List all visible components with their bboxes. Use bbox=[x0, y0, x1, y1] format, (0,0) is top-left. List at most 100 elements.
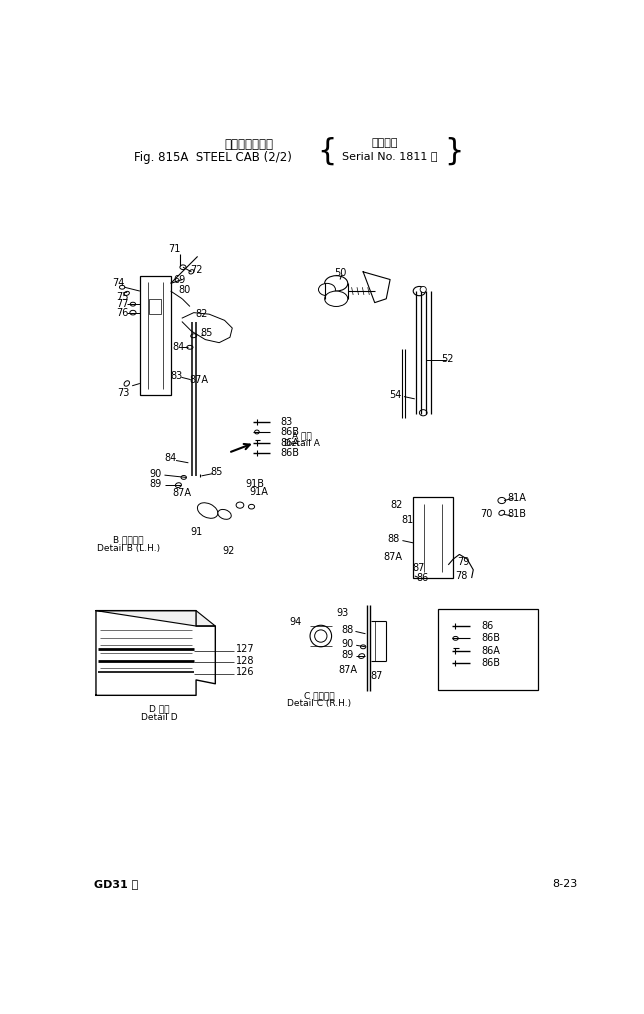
Ellipse shape bbox=[325, 276, 348, 291]
Ellipse shape bbox=[130, 302, 136, 306]
Text: 86B: 86B bbox=[280, 448, 299, 457]
Ellipse shape bbox=[249, 504, 254, 509]
Text: 87: 87 bbox=[370, 671, 383, 681]
Text: B 詳細　左: B 詳細 左 bbox=[113, 535, 144, 545]
Text: 126: 126 bbox=[236, 667, 254, 677]
Text: A 詳細: A 詳細 bbox=[292, 431, 312, 440]
Text: 69: 69 bbox=[174, 275, 186, 285]
Ellipse shape bbox=[254, 430, 259, 434]
Text: 88: 88 bbox=[341, 625, 353, 635]
Text: 87A: 87A bbox=[383, 552, 402, 562]
Text: 86B: 86B bbox=[481, 658, 500, 668]
Text: 127: 127 bbox=[236, 644, 255, 654]
Ellipse shape bbox=[413, 287, 426, 296]
Ellipse shape bbox=[319, 283, 336, 296]
Text: 90: 90 bbox=[149, 468, 162, 479]
Ellipse shape bbox=[420, 287, 426, 293]
Bar bbox=[413, 498, 453, 578]
Text: 85: 85 bbox=[211, 467, 223, 477]
Text: 85: 85 bbox=[201, 329, 213, 339]
Ellipse shape bbox=[419, 410, 427, 416]
Text: 86B: 86B bbox=[481, 634, 500, 643]
Text: 52: 52 bbox=[442, 354, 454, 364]
Text: 84: 84 bbox=[172, 343, 184, 352]
Text: 75: 75 bbox=[116, 292, 128, 302]
Text: 87A: 87A bbox=[339, 665, 358, 675]
Text: 91B: 91B bbox=[246, 479, 265, 489]
Text: 80: 80 bbox=[178, 285, 191, 294]
Text: {: { bbox=[317, 137, 336, 165]
Text: Detail B (L.H.): Detail B (L.H.) bbox=[97, 544, 160, 553]
Text: 78: 78 bbox=[455, 571, 467, 581]
Text: 83: 83 bbox=[171, 371, 183, 381]
Ellipse shape bbox=[218, 509, 231, 519]
Bar bbox=[149, 299, 162, 314]
Text: 87A: 87A bbox=[173, 488, 192, 498]
Text: 93: 93 bbox=[336, 608, 348, 618]
Text: 8-23: 8-23 bbox=[552, 879, 577, 889]
Text: 50: 50 bbox=[334, 268, 346, 278]
Ellipse shape bbox=[359, 654, 365, 658]
Text: 92: 92 bbox=[222, 547, 234, 557]
Text: 84: 84 bbox=[164, 453, 177, 463]
Text: 86A: 86A bbox=[280, 438, 299, 448]
Text: 128: 128 bbox=[236, 656, 254, 665]
Ellipse shape bbox=[236, 502, 244, 508]
Text: }: } bbox=[444, 137, 464, 165]
Text: Detail D: Detail D bbox=[141, 713, 178, 722]
Ellipse shape bbox=[189, 270, 194, 274]
Text: 81A: 81A bbox=[507, 493, 527, 503]
Text: 76: 76 bbox=[116, 308, 128, 318]
Text: 87A: 87A bbox=[189, 374, 209, 384]
Polygon shape bbox=[96, 610, 215, 626]
Text: Detail A: Detail A bbox=[283, 439, 319, 448]
Text: 73: 73 bbox=[117, 388, 129, 399]
Ellipse shape bbox=[498, 498, 506, 504]
Ellipse shape bbox=[315, 630, 327, 642]
Bar bbox=[140, 276, 171, 395]
Text: 91: 91 bbox=[190, 527, 202, 537]
Text: 74: 74 bbox=[112, 279, 124, 288]
Text: 86: 86 bbox=[481, 621, 493, 631]
Text: Serial No. 1811 ～: Serial No. 1811 ～ bbox=[343, 150, 438, 160]
Text: 94: 94 bbox=[289, 618, 301, 628]
Ellipse shape bbox=[181, 476, 187, 480]
Text: 79: 79 bbox=[457, 557, 469, 567]
Text: 91A: 91A bbox=[250, 487, 269, 497]
Text: 適用号機: 適用号機 bbox=[372, 138, 398, 148]
Text: 77: 77 bbox=[117, 299, 129, 309]
Ellipse shape bbox=[130, 310, 136, 315]
Text: 72: 72 bbox=[190, 265, 202, 275]
Text: 82: 82 bbox=[195, 309, 207, 319]
Text: D 詳細: D 詳細 bbox=[149, 705, 169, 714]
Text: 86A: 86A bbox=[481, 646, 500, 656]
Ellipse shape bbox=[124, 381, 129, 386]
Text: 89: 89 bbox=[342, 650, 354, 659]
Text: 86: 86 bbox=[416, 573, 428, 582]
Text: 89: 89 bbox=[149, 479, 162, 489]
Ellipse shape bbox=[325, 291, 348, 306]
Text: 83: 83 bbox=[280, 417, 292, 427]
Ellipse shape bbox=[453, 637, 459, 640]
Text: 86B: 86B bbox=[280, 427, 299, 437]
Ellipse shape bbox=[361, 645, 366, 649]
Ellipse shape bbox=[124, 291, 129, 295]
Text: 81B: 81B bbox=[507, 509, 527, 519]
Text: 70: 70 bbox=[480, 509, 493, 519]
Ellipse shape bbox=[499, 510, 505, 515]
Text: 71: 71 bbox=[168, 243, 181, 254]
Text: 82: 82 bbox=[390, 500, 402, 510]
Ellipse shape bbox=[187, 346, 193, 349]
Ellipse shape bbox=[198, 503, 218, 518]
Ellipse shape bbox=[191, 334, 197, 338]
Text: 90: 90 bbox=[342, 639, 354, 649]
Ellipse shape bbox=[175, 483, 182, 488]
Text: C 詳細　右: C 詳細 右 bbox=[304, 691, 335, 700]
Text: 87: 87 bbox=[412, 564, 425, 573]
Text: Detail C (R.H.): Detail C (R.H.) bbox=[287, 699, 352, 708]
Bar bbox=[438, 609, 538, 690]
Text: 81: 81 bbox=[401, 515, 413, 525]
Text: Fig. 815A  STEEL CAB (2/2): Fig. 815A STEEL CAB (2/2) bbox=[134, 151, 292, 163]
Text: スチールキャブ: スチールキャブ bbox=[225, 138, 274, 151]
Text: 54: 54 bbox=[389, 390, 402, 401]
